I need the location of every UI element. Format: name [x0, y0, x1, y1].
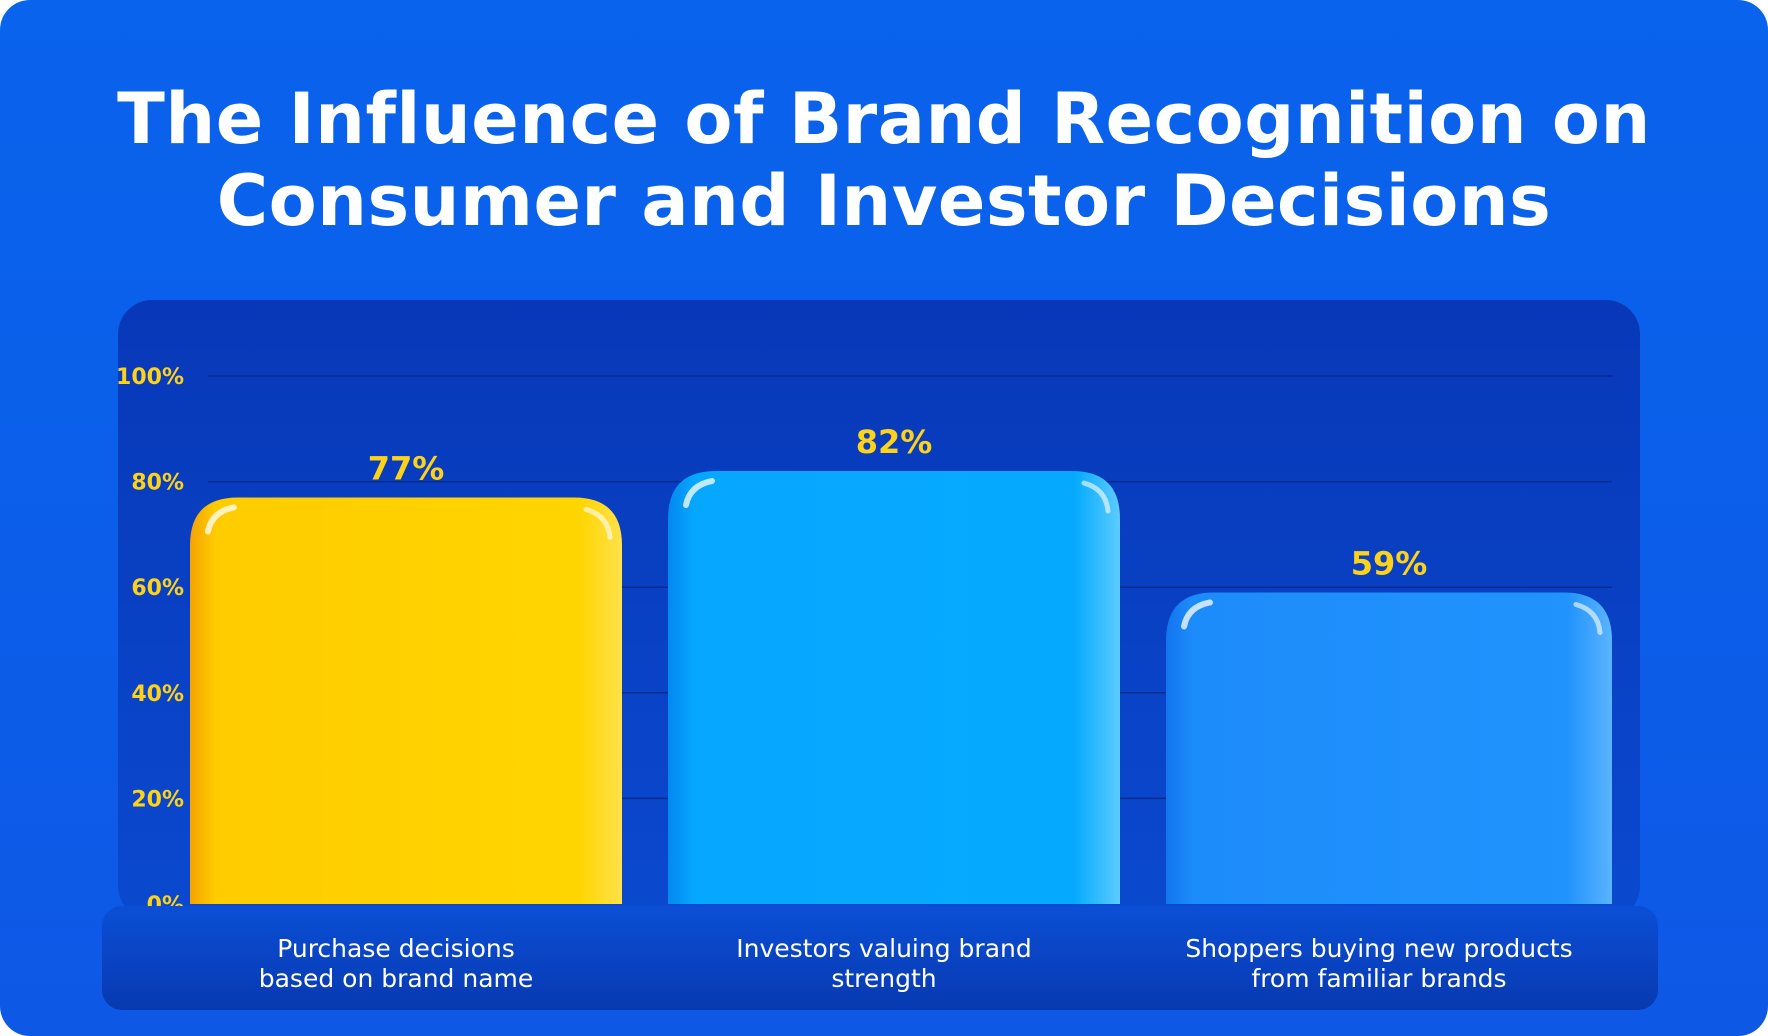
- category-label: Investors valuing brand: [736, 934, 1031, 963]
- bar: [1166, 592, 1612, 904]
- bar-highlight: [583, 506, 613, 540]
- bar: [668, 471, 1120, 904]
- bar-value-label: 77%: [368, 449, 445, 487]
- y-tick-label: 60%: [131, 576, 184, 601]
- bar-highlight: [205, 504, 237, 535]
- bar-highlight: [1181, 599, 1213, 630]
- bar-highlight: [683, 478, 715, 509]
- y-tick-label: 100%: [116, 365, 184, 390]
- category-label: Purchase decisions: [277, 934, 515, 963]
- title-line-2: Consumer and Investor Decisions: [216, 160, 1552, 242]
- title-line-1: The Influence of Brand Recognition on: [117, 78, 1651, 160]
- bar-highlight: [1081, 480, 1111, 514]
- bar-value-label: 59%: [1351, 544, 1428, 582]
- category-label: based on brand name: [259, 964, 534, 993]
- bars: [190, 471, 1612, 904]
- chart-base: [102, 906, 1658, 1010]
- category-label: from familiar brands: [1251, 964, 1506, 993]
- category-label: strength: [831, 964, 936, 993]
- bar-highlight: [1573, 601, 1603, 635]
- y-tick-label: 80%: [131, 471, 184, 496]
- chart-title: The Influence of Brand Recognition on Co…: [0, 78, 1768, 242]
- y-tick-label: 40%: [131, 682, 184, 707]
- y-tick-label: 20%: [131, 787, 184, 812]
- category-label: Shoppers buying new products: [1185, 934, 1572, 963]
- bar-value-label: 82%: [856, 423, 933, 461]
- bar: [190, 497, 622, 904]
- value-labels: 77% 82% 59%: [368, 423, 1428, 582]
